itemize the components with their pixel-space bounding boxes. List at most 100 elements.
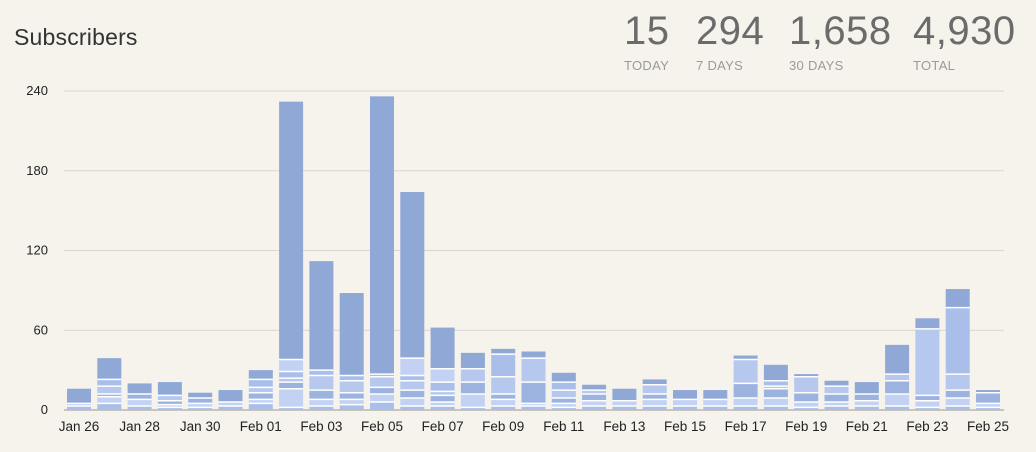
bar-segment xyxy=(733,406,758,410)
bar-segment xyxy=(127,383,152,395)
bar-segment xyxy=(309,390,334,400)
bar-segment xyxy=(612,400,637,407)
bar-segment xyxy=(915,328,940,396)
bar-feb-19[interactable] xyxy=(794,374,819,410)
x-tick-label: Feb 11 xyxy=(543,419,584,434)
bar-segment xyxy=(582,384,607,391)
bar-segment xyxy=(915,407,940,410)
bar-segment xyxy=(885,380,910,395)
bar-segment xyxy=(460,407,485,410)
bar-feb-23[interactable] xyxy=(915,318,940,410)
bar-segment xyxy=(248,387,273,393)
bar-feb-01[interactable] xyxy=(248,370,273,410)
bar-segment xyxy=(430,406,455,410)
bar-feb-24[interactable] xyxy=(945,289,970,410)
bar-feb-15[interactable] xyxy=(673,390,697,410)
bar-segment xyxy=(309,406,334,410)
bar-feb-21[interactable] xyxy=(854,382,879,410)
x-axis-ticks: Jan 26 Jan 28 Jan 30 Feb 01 Feb 03 Feb 05 Feb … xyxy=(59,419,1009,434)
x-tick-label: Feb 03 xyxy=(300,419,342,434)
bar-segment xyxy=(551,382,576,391)
bar-feb-08[interactable] xyxy=(460,352,485,410)
bar-feb-05[interactable] xyxy=(370,96,394,410)
bar-segment xyxy=(279,378,304,383)
bar-segment xyxy=(703,406,728,410)
bar-feb-20[interactable] xyxy=(824,380,849,410)
bar-feb-02[interactable] xyxy=(279,101,304,410)
bar-segment xyxy=(491,406,516,410)
bar-feb-22[interactable] xyxy=(885,344,910,410)
bar-feb-03[interactable] xyxy=(309,261,334,410)
bar-feb-16[interactable] xyxy=(703,390,728,410)
bar-segment xyxy=(279,371,304,379)
bar-segment xyxy=(97,386,122,395)
bar-feb-11[interactable] xyxy=(551,372,576,410)
bar-segment xyxy=(370,374,394,377)
bar-feb-13[interactable] xyxy=(612,388,637,410)
bar-feb-18[interactable] xyxy=(763,364,788,410)
bar-segment xyxy=(248,392,273,400)
bars xyxy=(67,96,1000,410)
bar-segment xyxy=(763,388,788,399)
bar-segment xyxy=(733,398,758,407)
bar-segment xyxy=(521,406,546,410)
bar-segment xyxy=(642,406,667,410)
bar-segment xyxy=(763,398,788,407)
bar-segment xyxy=(794,407,819,410)
x-tick-label: Feb 19 xyxy=(785,419,827,434)
bar-segment xyxy=(794,392,819,403)
bar-segment xyxy=(794,376,819,393)
bar-feb-10[interactable] xyxy=(521,351,546,410)
bar-segment xyxy=(400,358,425,376)
bar-segment xyxy=(218,406,243,410)
bar-jan-31[interactable] xyxy=(218,390,243,410)
stat-30-days-value: 1,658 xyxy=(789,9,892,53)
bar-segment xyxy=(582,394,607,401)
bar-segment xyxy=(67,388,91,404)
bar-segment xyxy=(430,395,455,403)
x-tick-label: Feb 21 xyxy=(846,419,888,434)
bar-feb-04[interactable] xyxy=(339,293,364,410)
bar-segment xyxy=(824,406,849,410)
bar-segment xyxy=(885,406,910,410)
stat-total-value: 4,930 xyxy=(913,9,1016,53)
bar-segment xyxy=(521,403,546,407)
bar-feb-09[interactable] xyxy=(491,348,516,410)
bar-segment xyxy=(915,395,940,401)
bar-segment xyxy=(703,390,728,400)
bar-segment xyxy=(279,388,304,408)
bar-jan-27[interactable] xyxy=(97,358,122,410)
bar-segment xyxy=(976,390,1000,393)
bar-segment xyxy=(582,406,607,410)
bar-feb-12[interactable] xyxy=(582,384,607,410)
bar-jan-26[interactable] xyxy=(67,388,91,410)
bar-jan-30[interactable] xyxy=(188,392,213,410)
bar-segment xyxy=(400,390,425,399)
x-tick-label: Feb 05 xyxy=(361,419,403,434)
bar-segment xyxy=(188,403,213,408)
bar-segment xyxy=(521,358,546,383)
bar-segment xyxy=(157,400,182,405)
bar-feb-07[interactable] xyxy=(430,327,455,410)
x-tick-label: Feb 17 xyxy=(725,419,767,434)
bar-segment xyxy=(854,394,879,401)
bar-jan-28[interactable] xyxy=(127,383,152,410)
bar-segment xyxy=(97,396,122,404)
bar-segment xyxy=(127,406,152,410)
bar-segment xyxy=(248,399,273,404)
bar-segment xyxy=(582,400,607,407)
bar-jan-29[interactable] xyxy=(157,382,182,410)
bar-segment xyxy=(248,370,273,380)
bar-feb-06[interactable] xyxy=(400,192,425,410)
bar-feb-14[interactable] xyxy=(642,379,667,410)
bar-feb-25[interactable] xyxy=(976,390,1000,410)
x-tick-label: Jan 26 xyxy=(59,419,100,434)
bar-segment xyxy=(945,406,970,410)
bar-segment xyxy=(824,380,849,387)
bar-segment xyxy=(279,407,304,410)
bar-segment xyxy=(430,391,455,396)
bar-segment xyxy=(460,394,485,408)
bar-feb-17[interactable] xyxy=(733,355,758,410)
bar-segment xyxy=(491,376,516,395)
